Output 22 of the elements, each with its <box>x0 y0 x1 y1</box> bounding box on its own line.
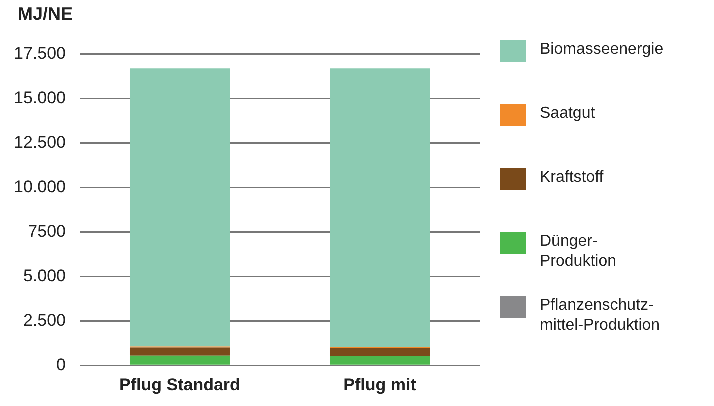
bar <box>130 68 230 347</box>
legend-label: Saatgut <box>540 104 596 124</box>
legend-label: Biomasseenergie <box>540 40 664 60</box>
legend-label: Pflanzenschutz- mittel-Produktion <box>540 296 660 336</box>
x-tick-label: Pflug Standard <box>120 375 240 394</box>
x-tick-label: Pflug mit <box>344 375 417 394</box>
y-tick-label: 7500 <box>28 222 66 241</box>
y-tick-label: 5.000 <box>23 266 66 286</box>
bar <box>330 356 430 365</box>
y-tick-label: 0 <box>56 355 66 374</box>
bar <box>330 68 430 348</box>
y-axis-title: MJ/NE <box>18 4 74 25</box>
bar <box>130 356 230 365</box>
y-tick-label: 12.500 <box>14 132 66 152</box>
legend-label: Dünger- Produktion <box>540 232 616 272</box>
legend-label: Kraftstoff <box>540 168 604 188</box>
y-tick-label: 2.500 <box>23 310 66 330</box>
y-tick-label: 10.000 <box>14 177 66 196</box>
bar <box>130 348 230 356</box>
bar <box>330 348 430 356</box>
y-tick-label: 15.000 <box>14 88 66 108</box>
y-tick-label: 17.500 <box>14 44 66 63</box>
